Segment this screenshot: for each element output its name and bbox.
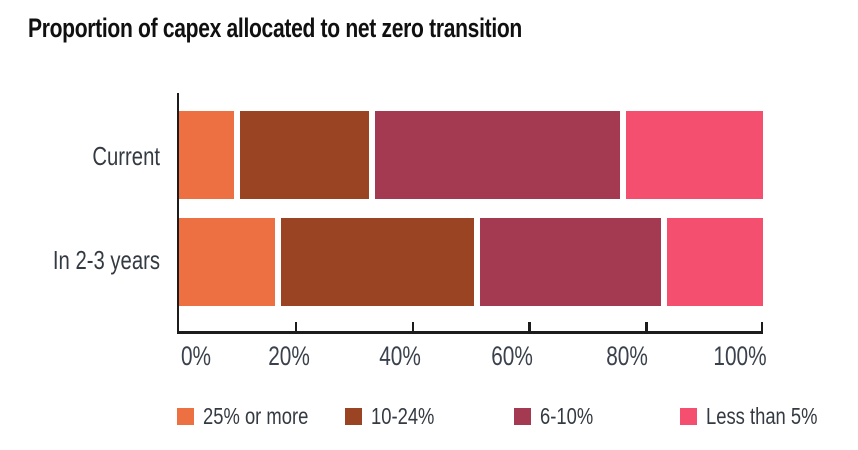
bar-segment	[278, 218, 477, 306]
axis-tick-80	[645, 322, 648, 331]
legend-item: 25% or more	[177, 403, 335, 429]
legend: 25% or more 10-24% 6-10% Less than 5%	[0, 403, 858, 437]
axis-tick-60	[528, 322, 531, 331]
bar-segment	[622, 111, 763, 199]
legend-swatch-icon	[177, 407, 194, 425]
legend-label: 25% or more	[203, 403, 309, 429]
x-tick-label-20: 20%	[268, 341, 310, 371]
bar-segment	[237, 111, 372, 199]
legend-label: 10-24%	[371, 403, 435, 429]
legend-swatch-icon	[345, 407, 362, 425]
bar-segment	[179, 218, 279, 306]
legend-label: Less than 5%	[706, 403, 818, 429]
legend-item: Less than 5%	[680, 403, 845, 429]
x-tick-label-0: 0%	[180, 341, 212, 371]
axis-tick-20	[294, 322, 298, 331]
legend-swatch-icon	[680, 407, 697, 425]
bar-segment	[371, 111, 623, 199]
x-tick-label-40: 40%	[379, 341, 421, 371]
bar-segment	[476, 218, 664, 306]
legend-label: 6-10%	[540, 403, 594, 429]
axis-tick-40	[411, 322, 415, 331]
bar-segment	[663, 218, 763, 306]
bar-current	[179, 111, 763, 199]
chart-title: Proportion of capex allocated to net zer…	[28, 13, 522, 43]
legend-swatch-icon	[514, 407, 531, 425]
x-tick-label-80: 80%	[606, 341, 648, 371]
category-label-in-2-3-years: In 2-3 years	[52, 245, 160, 275]
legend-item: 6-10%	[514, 403, 606, 429]
bar-segment	[179, 111, 238, 199]
legend-item: 10-24%	[345, 403, 450, 429]
x-tick-label-100: 100%	[713, 341, 767, 371]
x-tick-label-60: 60%	[491, 341, 533, 371]
axis-tick-100	[760, 322, 763, 331]
category-label-current: Current	[92, 141, 160, 171]
plot-area	[177, 93, 763, 334]
bar-in-2-3-years	[179, 218, 763, 306]
